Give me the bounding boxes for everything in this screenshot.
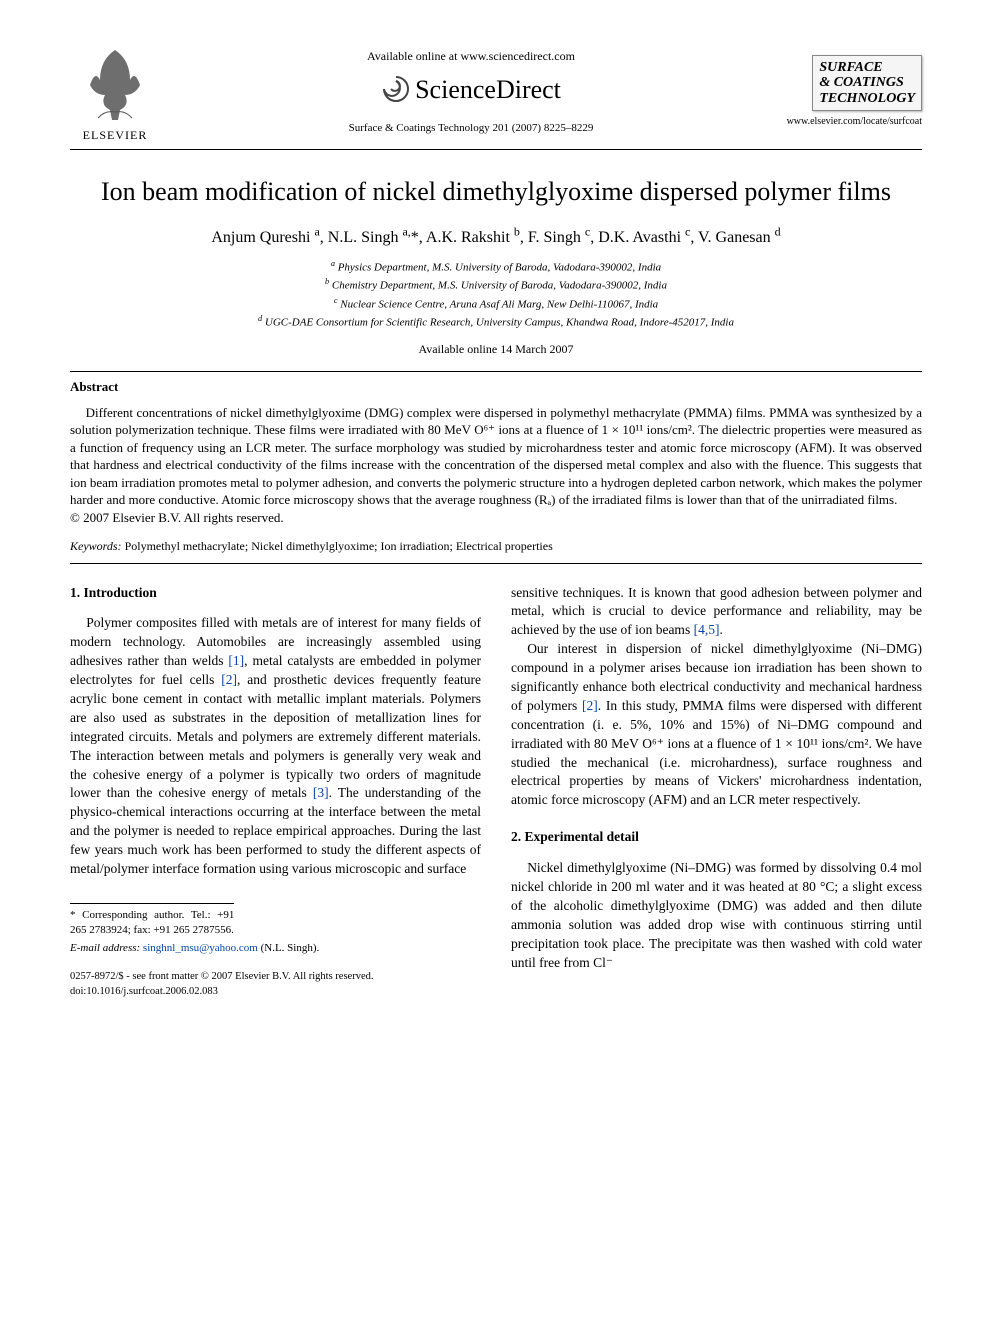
keywords-line: Keywords: Polymethyl methacrylate; Nicke… (70, 538, 922, 554)
affiliations: a Physics Department, M.S. University of… (70, 258, 922, 331)
section-heading-experimental: 2. Experimental detail (511, 828, 922, 847)
affiliation-text: Chemistry Department, M.S. University of… (332, 280, 667, 292)
sciencedirect-logo: ScienceDirect (160, 72, 782, 107)
affiliation-d: d UGC-DAE Consortium for Scientific Rese… (70, 313, 922, 331)
affiliation-text: Physics Department, M.S. University of B… (338, 262, 661, 274)
affiliation-b: b Chemistry Department, M.S. University … (70, 276, 922, 294)
available-online-text: Available online at www.sciencedirect.co… (160, 48, 782, 64)
intro-paragraph: Polymer composites filled with metals ar… (70, 614, 481, 878)
email-label: E-mail address: (70, 942, 140, 954)
body-text: . In this study, PMMA films were dispers… (511, 698, 922, 807)
keywords-label: Keywords: (70, 539, 122, 553)
journal-box-line: SURFACE (819, 60, 915, 75)
affiliation-text: Nuclear Science Centre, Aruna Asaf Ali M… (340, 298, 658, 310)
body-columns: 1. Introduction Polymer composites fille… (70, 584, 922, 1000)
experimental-paragraph: Nickel dimethylglyoxime (Ni–DMG) was for… (511, 859, 922, 972)
elsevier-logo: ELSEVIER (70, 40, 160, 143)
available-date: Available online 14 March 2007 (70, 341, 922, 357)
elsevier-tree-icon (80, 40, 150, 125)
journal-box-line: TECHNOLOGY (819, 91, 915, 106)
sciencedirect-text: ScienceDirect (415, 72, 561, 107)
divider (70, 149, 922, 150)
keywords-text: Polymethyl methacrylate; Nickel dimethyl… (122, 539, 553, 553)
citation-link[interactable]: [1] (228, 653, 244, 668)
affiliation-text: UGC-DAE Consortium for Scientific Resear… (265, 316, 734, 328)
body-text: . (719, 622, 722, 637)
citation-link[interactable]: [2] (582, 698, 598, 713)
affiliation-a: a Physics Department, M.S. University of… (70, 258, 922, 276)
body-text: , and prosthetic devices frequently feat… (70, 672, 481, 800)
intro-paragraph-2: Our interest in dispersion of nickel dim… (511, 640, 922, 810)
elsevier-label: ELSEVIER (83, 127, 148, 143)
citation-link[interactable]: [4,5] (694, 622, 720, 637)
authors-line: Anjum Qureshi a, N.L. Singh a,*, A.K. Ra… (70, 223, 922, 248)
footer-block: * Corresponding author. Tel.: +91 265 27… (70, 903, 481, 1000)
article-title: Ion beam modification of nickel dimethyl… (70, 174, 922, 209)
issn-line: 0257-8972/$ - see front matter © 2007 El… (70, 970, 481, 985)
journal-title-box: SURFACE & COATINGS TECHNOLOGY (812, 55, 922, 111)
citation-link[interactable]: [3] (313, 785, 329, 800)
journal-url: www.elsevier.com/locate/surfcoat (782, 115, 922, 129)
center-header: Available online at www.sciencedirect.co… (160, 48, 782, 136)
copyright-line: © 2007 Elsevier B.V. All rights reserved… (70, 509, 922, 527)
corresponding-author: * Corresponding author. Tel.: +91 265 27… (70, 903, 234, 939)
journal-reference: Surface & Coatings Technology 201 (2007)… (160, 121, 782, 136)
divider (70, 563, 922, 564)
doi-line: doi:10.1016/j.surfcoat.2006.02.083 (70, 985, 481, 1000)
sciencedirect-swirl-icon (381, 74, 411, 104)
email-line: E-mail address: singhnl_msu@yahoo.com (N… (70, 941, 481, 956)
section-heading-introduction: 1. Introduction (70, 584, 481, 603)
affiliation-c: c Nuclear Science Centre, Aruna Asaf Ali… (70, 295, 922, 313)
email-tail: (N.L. Singh). (258, 942, 319, 954)
intro-continuation: sensitive techniques. It is known that g… (511, 584, 922, 641)
journal-cover-logo: SURFACE & COATINGS TECHNOLOGY www.elsevi… (782, 55, 922, 129)
authors-text: Anjum Qureshi a, N.L. Singh a,*, A.K. Ra… (211, 229, 780, 246)
right-column: sensitive techniques. It is known that g… (511, 584, 922, 1000)
citation-link[interactable]: [2] (221, 672, 237, 687)
journal-header: ELSEVIER Available online at www.science… (70, 40, 922, 143)
left-column: 1. Introduction Polymer composites fille… (70, 584, 481, 1000)
journal-box-line: & COATINGS (819, 75, 915, 90)
abstract-heading: Abstract (70, 378, 922, 396)
email-link[interactable]: singhnl_msu@yahoo.com (140, 942, 258, 954)
divider (70, 371, 922, 372)
abstract-text: Different concentrations of nickel dimet… (70, 404, 922, 509)
